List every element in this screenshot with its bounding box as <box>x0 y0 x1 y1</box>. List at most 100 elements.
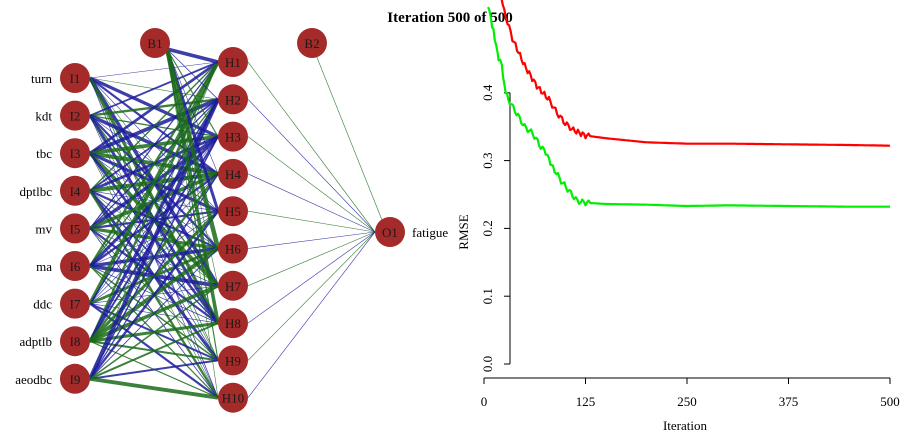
neural-network-diagram: turn I1 kdt I2 tbc I3 dptlbc I4 mv I5 ma I6 ddc I7 adp… <box>15 28 448 413</box>
node-circle <box>60 63 90 93</box>
variable-label: adptlb <box>20 334 53 349</box>
input-hidden-connection <box>89 173 219 380</box>
node-circle <box>60 326 90 357</box>
node-label: H9 <box>225 353 241 368</box>
input-hidden-connection <box>89 285 219 380</box>
x-tick-label: 250 <box>677 394 697 409</box>
node-circle <box>60 175 90 206</box>
x-tick-label: 500 <box>880 394 900 409</box>
node-label: H10 <box>222 391 244 406</box>
input-hidden-connection <box>89 61 219 192</box>
bias-hidden-connection <box>164 48 221 250</box>
hidden-node: H7 <box>218 270 248 301</box>
y-tick-label: 0.3 <box>480 152 495 168</box>
variable-label: aeodbc <box>15 372 52 387</box>
node-label: I7 <box>70 297 81 312</box>
node-label: I4 <box>70 184 81 199</box>
y-axis-title: RMSE <box>456 214 471 249</box>
node-label: H6 <box>225 242 241 257</box>
node-label: O1 <box>382 225 398 240</box>
bias-node: B1 <box>140 28 170 58</box>
node-label: H5 <box>225 204 241 219</box>
variable-label: ddc <box>33 297 52 312</box>
input-hidden-connection <box>89 322 219 380</box>
hidden-node: H2 <box>218 84 248 115</box>
input-node: I9 <box>60 363 90 394</box>
node-label: I6 <box>70 259 81 274</box>
hidden-output-connection <box>247 231 376 324</box>
node-circle <box>60 213 90 244</box>
input-node: I5 <box>60 213 90 244</box>
variable-label: dptlbc <box>20 184 53 199</box>
node-circle <box>218 121 248 152</box>
input-hidden-connection <box>89 248 219 380</box>
input-hidden-connection <box>89 61 219 379</box>
node-label: H3 <box>225 130 241 145</box>
bias-node: B2 <box>297 28 327 58</box>
node-circle <box>218 308 248 339</box>
chart-series <box>487 0 890 208</box>
rmse-chart: 0 125 250 375 500 0.0 0.1 0.2 0.3 0.4 Iteration R… <box>456 0 900 433</box>
variable-label: tbc <box>36 146 52 161</box>
variable-label: kdt <box>35 109 52 124</box>
hidden-node: H8 <box>218 308 248 339</box>
input-node: I4 <box>60 175 90 206</box>
node-label: H2 <box>225 92 241 107</box>
hidden-node: H5 <box>218 196 248 227</box>
hidden-output-connection <box>247 231 376 287</box>
node-circle <box>375 217 405 247</box>
y-tick-label: 0.2 <box>480 220 495 236</box>
node-circle <box>60 100 90 131</box>
hidden-node: H4 <box>218 158 248 189</box>
node-label: I2 <box>70 109 81 124</box>
network-connections <box>88 47 383 400</box>
node-circle <box>60 363 90 394</box>
hidden-node: H10 <box>218 382 248 413</box>
hidden-output-connection <box>247 61 376 233</box>
input-node: I1 <box>60 63 90 93</box>
x-tick-label: 375 <box>779 394 799 409</box>
hidden-output-connection <box>247 210 376 233</box>
input-hidden-connection <box>89 376 219 400</box>
x-tick-label: 0 <box>481 394 488 409</box>
input-hidden-connection <box>89 210 219 380</box>
node-circle <box>60 138 90 169</box>
node-circle <box>140 28 170 58</box>
node-label: I1 <box>70 71 81 86</box>
bias-hidden-connection <box>166 47 219 64</box>
node-label: I5 <box>70 221 81 236</box>
variable-label: turn <box>31 71 52 86</box>
output-node: O1 <box>375 217 405 247</box>
input-hidden-connection <box>89 61 219 267</box>
node-label: I9 <box>70 372 81 387</box>
input-node: I6 <box>60 251 90 281</box>
node-circle <box>218 158 248 189</box>
bias-output-connection <box>315 54 383 221</box>
input-node: I3 <box>60 138 90 169</box>
node-circle <box>218 382 248 413</box>
chart-axes: 0 125 250 375 500 0.0 0.1 0.2 0.3 0.4 <box>480 84 900 409</box>
y-tick-label: 0.0 <box>480 356 495 372</box>
input-node: I8 <box>60 326 90 357</box>
hidden-output-connection <box>247 231 376 249</box>
hidden-node: H9 <box>218 345 248 376</box>
node-circle <box>218 270 248 301</box>
hidden-output-connection <box>247 173 376 233</box>
node-label: H8 <box>225 316 241 331</box>
plot-title: Iteration 500 of 500 <box>387 10 512 26</box>
node-circle <box>297 28 327 58</box>
node-label: I8 <box>70 334 81 349</box>
bias-hidden-connection <box>165 48 220 324</box>
hidden-output-connection <box>247 231 376 398</box>
input-hidden-connection <box>89 61 219 342</box>
y-tick-label: 0.1 <box>480 288 495 304</box>
node-label: B2 <box>304 36 319 51</box>
hidden-output-connection <box>247 99 376 233</box>
node-circle <box>218 345 248 376</box>
input-hidden-connection <box>89 61 219 229</box>
node-circle <box>60 251 90 281</box>
input-hidden-connection <box>89 61 219 117</box>
input-hidden-connection <box>89 61 219 79</box>
bias-hidden-connection <box>166 48 219 175</box>
